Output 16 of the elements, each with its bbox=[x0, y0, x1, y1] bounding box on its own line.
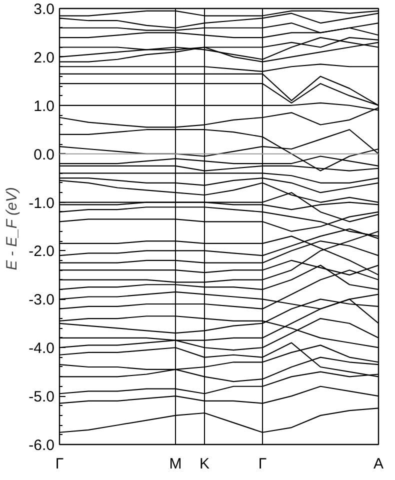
x-tick-label: Γ bbox=[55, 456, 64, 472]
x-tick-label: M bbox=[169, 456, 182, 472]
y-tick-label: -2.0 bbox=[28, 243, 55, 260]
y-tick-label: -4.0 bbox=[28, 340, 55, 358]
y-tick-label: 0.0 bbox=[34, 146, 55, 164]
y-tick-label: 3.0 bbox=[34, 1, 55, 18]
y-tick-label: 2.0 bbox=[34, 49, 55, 66]
y-tick-label: -3.0 bbox=[28, 292, 55, 309]
y-tick-label: 1.0 bbox=[34, 98, 55, 115]
y-tick-label: -6.0 bbox=[28, 437, 55, 454]
x-tick-label: K bbox=[200, 456, 210, 472]
y-tick-label: -1.0 bbox=[28, 194, 55, 212]
x-tick-label: A bbox=[374, 456, 384, 472]
y-axis-title: E - E_F (eV) bbox=[4, 187, 21, 270]
y-tick-label: -5.0 bbox=[28, 388, 55, 406]
x-tick-label: Γ bbox=[258, 456, 267, 472]
